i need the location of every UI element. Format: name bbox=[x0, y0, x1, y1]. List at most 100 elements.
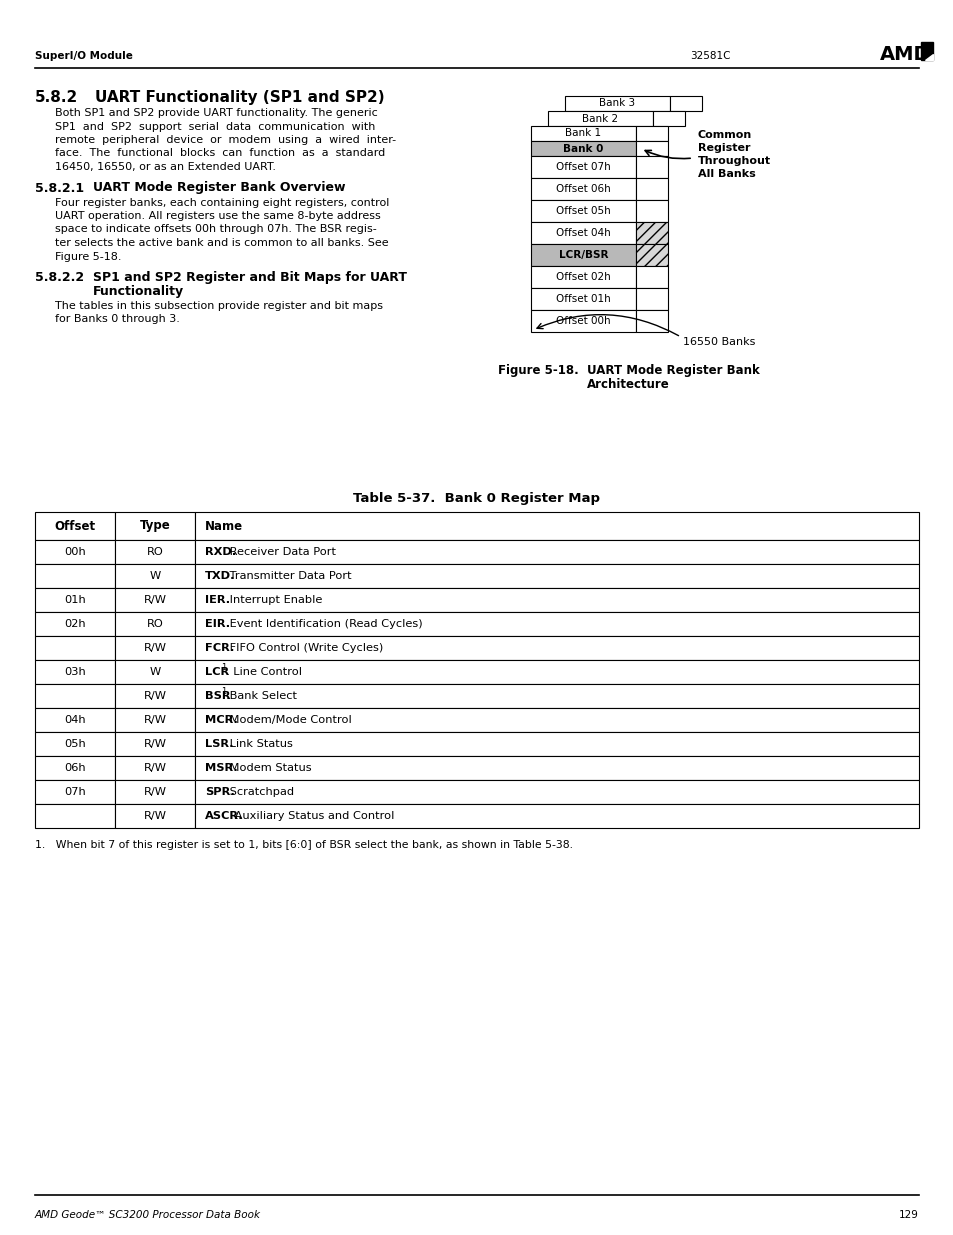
Bar bbox=[636, 222, 667, 245]
Bar bbox=[636, 126, 667, 141]
Text: SP1 and SP2 Register and Bit Maps for UART: SP1 and SP2 Register and Bit Maps for UA… bbox=[92, 270, 407, 284]
Text: SuperI/O Module: SuperI/O Module bbox=[35, 51, 132, 61]
Text: 1: 1 bbox=[221, 688, 226, 697]
Text: R/W: R/W bbox=[143, 763, 167, 773]
Text: R/W: R/W bbox=[143, 739, 167, 748]
Text: TXD.: TXD. bbox=[205, 571, 235, 580]
Bar bbox=[531, 200, 636, 222]
Text: All Banks: All Banks bbox=[698, 169, 755, 179]
Text: MCR.: MCR. bbox=[205, 715, 237, 725]
Bar bbox=[35, 588, 115, 613]
Text: Offset 07h: Offset 07h bbox=[556, 162, 610, 172]
Text: Both SP1 and SP2 provide UART functionality. The generic: Both SP1 and SP2 provide UART functional… bbox=[55, 107, 377, 119]
Text: SP1  and  SP2  support  serial  data  communication  with: SP1 and SP2 support serial data communic… bbox=[55, 121, 375, 131]
Bar bbox=[194, 588, 918, 613]
Bar bbox=[115, 636, 194, 659]
Text: Modem/Mode Control: Modem/Mode Control bbox=[226, 715, 352, 725]
Text: Figure 5-18.: Figure 5-18. bbox=[55, 252, 121, 262]
Text: Bank 0: Bank 0 bbox=[562, 143, 603, 153]
Text: Scratchpad: Scratchpad bbox=[226, 787, 294, 797]
Bar bbox=[636, 288, 667, 310]
Text: R/W: R/W bbox=[143, 715, 167, 725]
Bar bbox=[115, 804, 194, 827]
Bar bbox=[564, 96, 669, 111]
Text: 129: 129 bbox=[898, 1210, 918, 1220]
Text: IER.: IER. bbox=[205, 595, 230, 605]
Text: FCR.: FCR. bbox=[205, 643, 234, 653]
Bar bbox=[636, 310, 667, 332]
Text: Register: Register bbox=[698, 143, 750, 153]
Text: 06h: 06h bbox=[64, 763, 86, 773]
Bar bbox=[531, 310, 636, 332]
Bar bbox=[652, 111, 684, 126]
Bar bbox=[636, 178, 667, 200]
Text: 02h: 02h bbox=[64, 619, 86, 629]
Text: Auxiliary Status and Control: Auxiliary Status and Control bbox=[232, 811, 395, 821]
Text: 16550 Banks: 16550 Banks bbox=[682, 337, 755, 347]
Text: 5.8.2.2: 5.8.2.2 bbox=[35, 270, 84, 284]
Text: .Bank Select: .Bank Select bbox=[226, 692, 296, 701]
Text: Receiver Data Port: Receiver Data Port bbox=[226, 547, 335, 557]
Bar bbox=[35, 684, 115, 708]
Bar bbox=[194, 804, 918, 827]
Text: Functionality: Functionality bbox=[92, 285, 184, 298]
Text: 00h: 00h bbox=[64, 547, 86, 557]
Text: Figure 5-18.  UART Mode Register Bank: Figure 5-18. UART Mode Register Bank bbox=[497, 364, 759, 377]
Bar bbox=[194, 613, 918, 636]
Bar bbox=[194, 540, 918, 564]
Text: 1.   When bit 7 of this register is set to 1, bits [6:0] of BSR select the bank,: 1. When bit 7 of this register is set to… bbox=[35, 840, 573, 850]
Bar bbox=[115, 781, 194, 804]
Bar bbox=[115, 613, 194, 636]
Text: 1: 1 bbox=[221, 663, 226, 673]
Text: 5.8.2: 5.8.2 bbox=[35, 90, 78, 105]
Text: space to indicate offsets 00h through 07h. The BSR regis-: space to indicate offsets 00h through 07… bbox=[55, 225, 376, 235]
Text: W: W bbox=[150, 667, 160, 677]
Text: R/W: R/W bbox=[143, 787, 167, 797]
Text: Name: Name bbox=[205, 520, 243, 532]
Text: 01h: 01h bbox=[64, 595, 86, 605]
Bar bbox=[194, 684, 918, 708]
Text: R/W: R/W bbox=[143, 643, 167, 653]
Text: W: W bbox=[150, 571, 160, 580]
Text: Table 5-37.  Bank 0 Register Map: Table 5-37. Bank 0 Register Map bbox=[354, 492, 599, 505]
Bar bbox=[35, 564, 115, 588]
Text: Offset 06h: Offset 06h bbox=[556, 184, 610, 194]
Bar bbox=[115, 564, 194, 588]
Bar bbox=[636, 200, 667, 222]
Text: Link Status: Link Status bbox=[226, 739, 293, 748]
Text: 05h: 05h bbox=[64, 739, 86, 748]
Text: Type: Type bbox=[139, 520, 171, 532]
Text: SPR.: SPR. bbox=[205, 787, 234, 797]
Bar bbox=[35, 613, 115, 636]
Bar bbox=[194, 708, 918, 732]
Bar bbox=[636, 141, 667, 156]
Bar bbox=[35, 513, 115, 540]
Text: Common: Common bbox=[698, 130, 752, 140]
Text: LSR.: LSR. bbox=[205, 739, 233, 748]
Bar bbox=[35, 636, 115, 659]
Text: LCR/BSR: LCR/BSR bbox=[558, 249, 608, 261]
Bar bbox=[636, 266, 667, 288]
Bar bbox=[115, 540, 194, 564]
Text: Bank 3: Bank 3 bbox=[598, 99, 635, 109]
Text: FIFO Control (Write Cycles): FIFO Control (Write Cycles) bbox=[226, 643, 383, 653]
Bar bbox=[194, 756, 918, 781]
Text: AMD: AMD bbox=[879, 46, 929, 64]
Bar bbox=[531, 178, 636, 200]
Text: R/W: R/W bbox=[143, 595, 167, 605]
Bar bbox=[531, 156, 636, 178]
Text: ASCR.: ASCR. bbox=[205, 811, 243, 821]
Bar bbox=[115, 513, 194, 540]
Bar bbox=[194, 781, 918, 804]
Text: LCR: LCR bbox=[205, 667, 229, 677]
Text: R/W: R/W bbox=[143, 811, 167, 821]
Bar bbox=[35, 732, 115, 756]
Text: Offset: Offset bbox=[54, 520, 95, 532]
Bar bbox=[115, 708, 194, 732]
Bar bbox=[531, 245, 636, 266]
Text: 16450, 16550, or as an Extended UART.: 16450, 16550, or as an Extended UART. bbox=[55, 162, 275, 172]
Text: R/W: R/W bbox=[143, 692, 167, 701]
Text: Four register banks, each containing eight registers, control: Four register banks, each containing eig… bbox=[55, 198, 389, 207]
Bar bbox=[669, 96, 701, 111]
Text: RO: RO bbox=[147, 619, 163, 629]
